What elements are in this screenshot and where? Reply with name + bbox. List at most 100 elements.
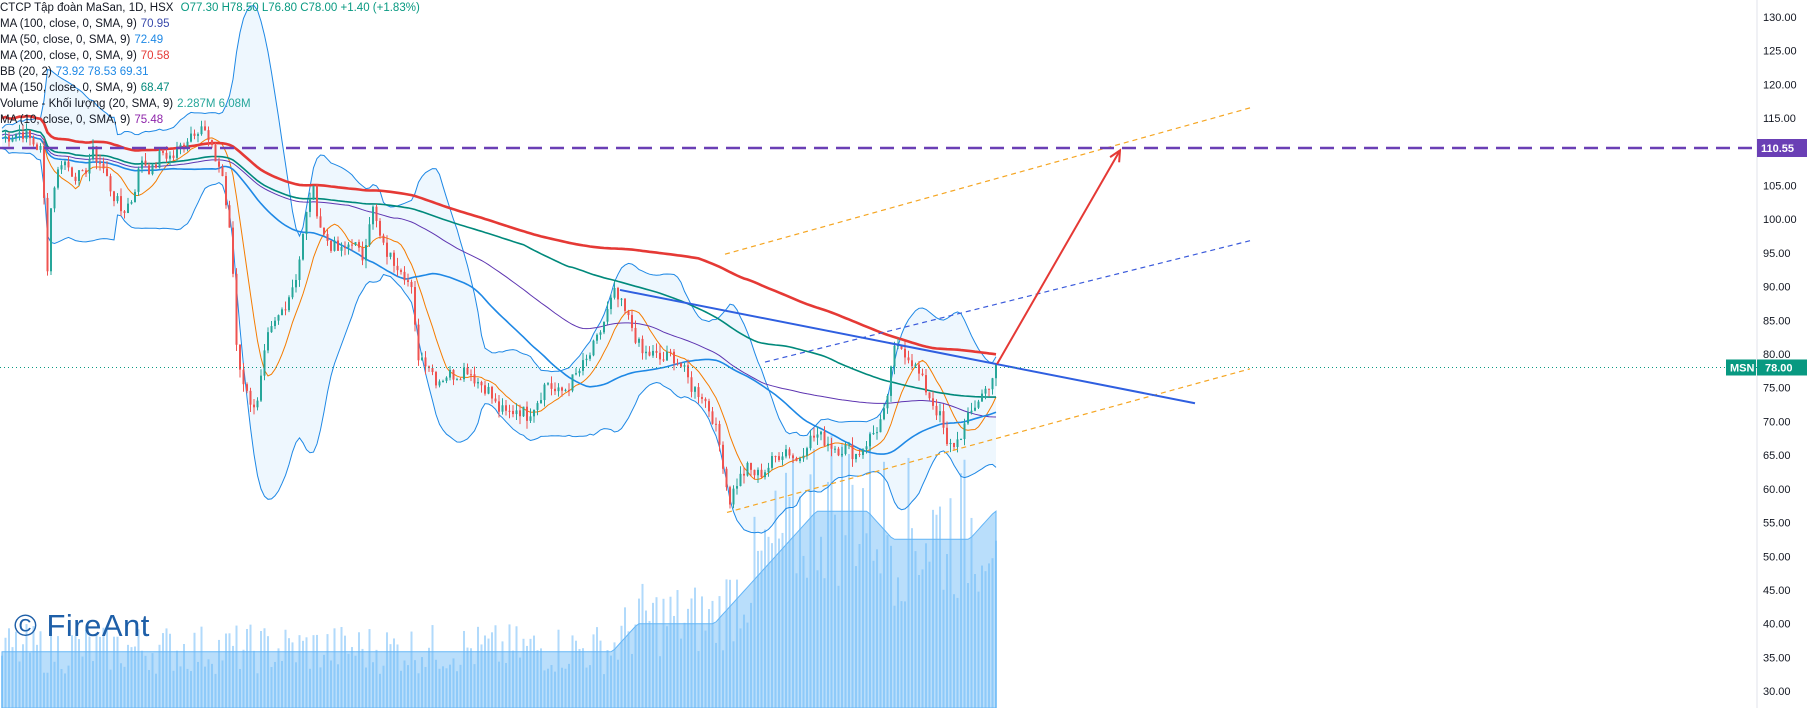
volume-bar: [841, 442, 843, 708]
candle-body: [652, 350, 654, 356]
volume-bar: [39, 631, 42, 708]
candle-body: [585, 358, 588, 361]
candle-body: [844, 445, 847, 454]
legend-value: 72.49: [134, 34, 164, 46]
candle-body: [407, 280, 409, 282]
volume-bar: [956, 597, 959, 708]
volume-bar: [11, 647, 14, 708]
candle-body: [123, 211, 126, 213]
y-tick-label: 115.00: [1763, 113, 1796, 125]
volume-bar: [890, 545, 892, 708]
volume-bar: [284, 629, 287, 708]
legend-item[interactable]: MA (150, close, 0, SMA, 9) 68.47: [0, 80, 420, 96]
candle-body: [540, 400, 542, 404]
candle-body: [477, 381, 479, 384]
candle-body: [515, 410, 518, 415]
legend-value: 75.48: [134, 114, 164, 126]
volume-bar: [445, 668, 448, 708]
candle-body: [830, 443, 833, 449]
candle-body: [953, 442, 955, 447]
candle-body: [627, 310, 630, 316]
y-tick-label: 85.00: [1763, 315, 1791, 327]
legend-header: CTCP Tập đoàn MaSan, 1D, HSX O77.30 H78.…: [0, 0, 420, 16]
candle-body: [228, 205, 231, 228]
legend-item[interactable]: BB (20, 2) 73.92 78.53 69.31: [0, 64, 420, 80]
symbol-title: CTCP Tập đoàn MaSan, 1D, HSX: [0, 2, 174, 14]
candle-body: [907, 357, 910, 361]
ma150-line: [1, 128, 996, 398]
volume-bar: [823, 578, 826, 708]
volume-bar: [295, 662, 297, 708]
volume-bar: [253, 650, 255, 708]
candle-body: [200, 126, 203, 135]
legend-item[interactable]: MA (10, close, 0, SMA, 9) 75.48: [0, 112, 420, 128]
candle-body: [249, 390, 252, 405]
candle-body: [921, 373, 924, 376]
volume-bar: [347, 653, 350, 708]
volume-bar: [816, 570, 819, 708]
candle-body: [764, 472, 766, 478]
legend-item[interactable]: Volume - Khối lượng (20, SMA, 9) 2.287M 6…: [0, 96, 420, 112]
drawn-trendlines[interactable]: [0, 107, 1757, 514]
volume-bar: [291, 642, 294, 708]
volume-bar: [36, 644, 38, 708]
volume-bar: [967, 583, 969, 708]
candle-body: [270, 326, 273, 333]
volume-bar: [60, 668, 63, 708]
volume-bar: [193, 632, 196, 708]
candle-body: [11, 138, 14, 142]
candle-body: [708, 401, 710, 412]
legend-label: MA (50, close, 0, SMA, 9): [0, 34, 131, 46]
volume-bar: [603, 674, 605, 708]
volume-bar: [340, 627, 343, 708]
volume-bar: [218, 639, 220, 708]
candle-body: [379, 220, 381, 236]
volume-bar: [501, 641, 504, 708]
volume-bar: [211, 663, 213, 708]
candle-body: [368, 224, 371, 246]
volume-bar: [907, 457, 910, 708]
volume-bar: [778, 538, 780, 708]
candle-body: [95, 146, 98, 163]
candle-body: [102, 163, 105, 169]
candle-body: [967, 412, 969, 424]
candle-body: [781, 456, 784, 460]
legend-item[interactable]: MA (100, close, 0, SMA, 9) 70.95: [0, 16, 420, 32]
volume-bar: [407, 665, 409, 708]
volume-bar: [305, 637, 308, 708]
candle-body: [410, 281, 413, 288]
volume-bar: [442, 666, 444, 708]
candle-body: [571, 374, 574, 391]
volume-bar: [739, 628, 742, 708]
candle-body: [218, 161, 220, 167]
candle-body: [820, 431, 822, 435]
candle-body: [890, 366, 892, 396]
volume-bar: [652, 602, 654, 708]
volume-bar: [50, 626, 52, 708]
candle-body: [914, 364, 917, 367]
candle-body: [172, 155, 175, 158]
candle-body: [659, 352, 661, 360]
candle-body: [893, 345, 896, 367]
candle-body: [256, 400, 259, 408]
volume-bar: [883, 461, 885, 708]
candle-body: [676, 363, 679, 365]
candle-body: [260, 375, 262, 401]
candle-body: [568, 389, 570, 391]
candle-body: [263, 350, 266, 376]
last-price-label: 78.00: [1765, 362, 1793, 374]
candle-body: [883, 408, 885, 420]
legend-item[interactable]: MA (50, close, 0, SMA, 9) 72.49: [0, 32, 420, 48]
candle-body: [389, 252, 392, 257]
candle-body: [435, 372, 437, 386]
price-axis: 30.00 35.00 40.00 45.00 50.00 55.00 60.00 65.00…: [1726, 12, 1807, 698]
candle-body: [582, 360, 584, 371]
volume-bar: [228, 633, 231, 708]
legend-item[interactable]: MA (200, close, 0, SMA, 9) 70.58: [0, 48, 420, 64]
volume-bar: [578, 648, 581, 708]
volume-bar: [960, 473, 962, 708]
volume-bar: [526, 645, 528, 708]
volume-bar: [984, 571, 987, 708]
volume-bar: [417, 673, 420, 708]
